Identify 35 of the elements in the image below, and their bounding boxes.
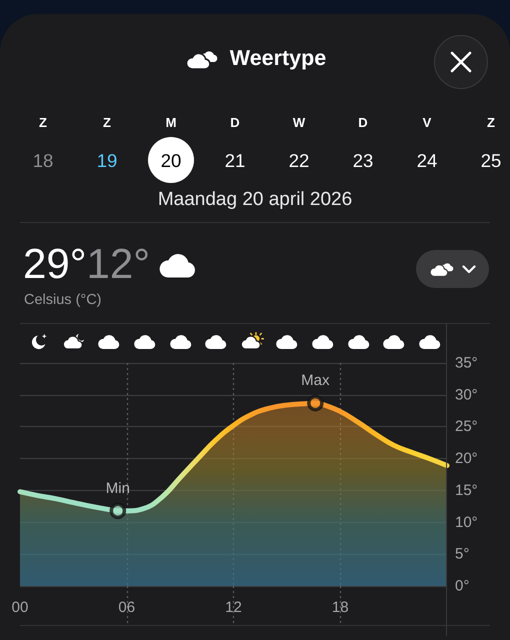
y-tick-label: 35°: [455, 354, 478, 372]
chart-subtitle: Maandag 20 april 2026: [158, 189, 352, 210]
y-tick-label: 10°: [455, 514, 478, 531]
text: D: [230, 115, 240, 130]
y-tick-label: 0°: [455, 578, 470, 594]
y-tick-label: 5°: [455, 546, 470, 563]
y-tick-label: 15°: [455, 482, 478, 499]
text: 12°: [86, 240, 150, 287]
annotation: Max: [301, 372, 330, 390]
text: 18: [32, 150, 54, 171]
text: M: [166, 115, 176, 130]
x-tick-label: 18: [332, 599, 349, 616]
text: Z: [39, 115, 47, 130]
text: 25: [480, 150, 502, 171]
x-tick-label: 06: [118, 599, 136, 616]
text: 22: [288, 150, 310, 171]
text: W: [292, 115, 306, 130]
x-tick-label: 00: [12, 599, 28, 616]
text: 21: [224, 150, 246, 171]
text: 29°: [23, 240, 87, 287]
y-tick-label: 25°: [455, 418, 478, 436]
text: 24: [416, 150, 438, 171]
text: Z: [487, 115, 495, 130]
text: 20: [160, 150, 182, 171]
x-tick-label: 12: [225, 599, 242, 616]
text: 19: [96, 150, 118, 171]
text: 23: [352, 150, 374, 171]
chart-title: Weertype: [230, 46, 326, 70]
annotation: Min: [106, 480, 130, 497]
text: Z: [103, 115, 111, 130]
text: Celsius (°C): [24, 292, 102, 308]
text: V: [422, 115, 432, 130]
text: D: [358, 115, 368, 130]
y-tick-label: 30°: [455, 386, 478, 404]
y-tick-label: 20°: [455, 450, 478, 468]
